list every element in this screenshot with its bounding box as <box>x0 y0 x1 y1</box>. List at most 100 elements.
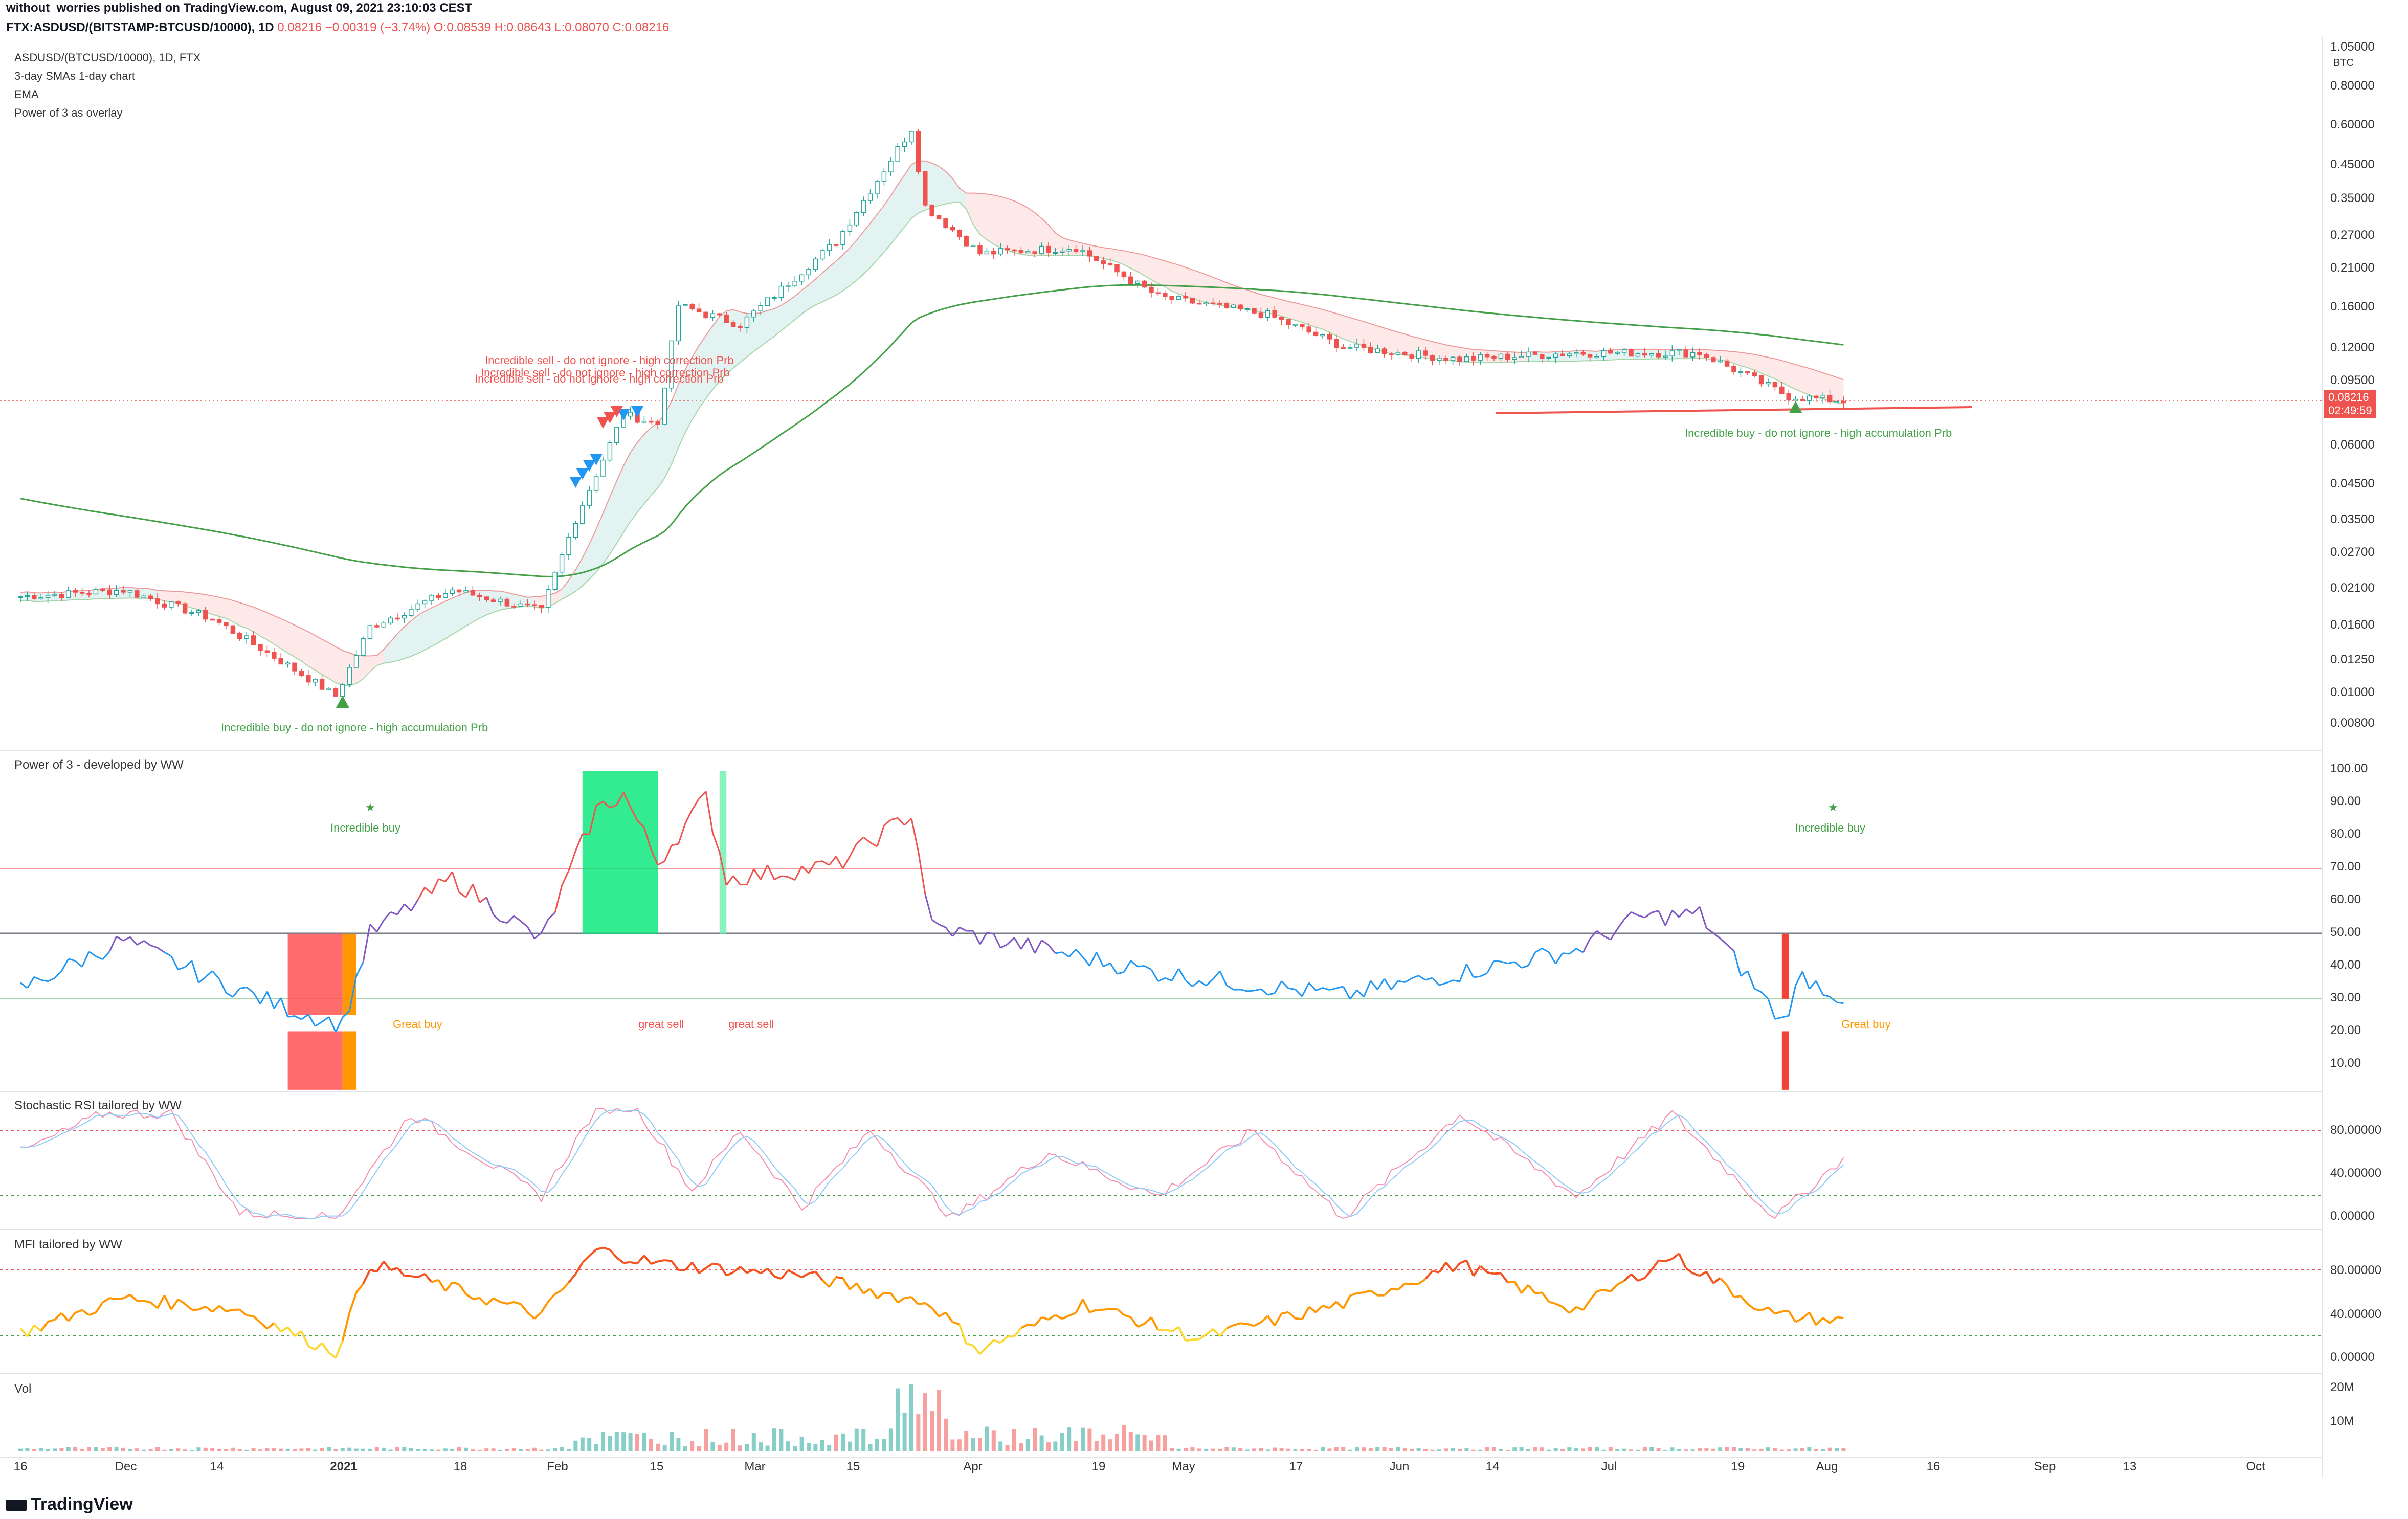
power3-segment <box>88 951 97 957</box>
candle-body <box>1046 245 1051 253</box>
volume-bar <box>888 1428 893 1451</box>
ribbon-segment <box>733 309 740 368</box>
mfi-segment <box>993 1339 1001 1344</box>
power3-segment <box>328 1016 337 1033</box>
volume-bars <box>18 1384 1846 1451</box>
ribbon-segment <box>1775 359 1782 383</box>
candle <box>1176 295 1181 300</box>
power3-segment <box>520 920 528 928</box>
ribbon-segment <box>1789 362 1796 389</box>
candle-body <box>641 420 647 423</box>
candle <box>758 301 763 316</box>
volume-bar <box>464 1447 468 1451</box>
power3-segment <box>1075 949 1084 958</box>
tradingview-logo[interactable]: TradingView <box>6 1494 133 1514</box>
candle-body <box>902 141 907 147</box>
ribbon-segment <box>260 610 267 640</box>
candle-body <box>1594 356 1599 359</box>
ribbon-segment <box>384 641 391 663</box>
mfi-segment <box>931 1307 940 1317</box>
mfi-segment <box>1103 1308 1110 1311</box>
power3-segment <box>102 951 110 960</box>
power3-segment <box>1822 994 1830 998</box>
volume-bar <box>608 1436 612 1451</box>
mfi-segment <box>1747 1303 1755 1310</box>
power3-segment <box>1404 977 1412 983</box>
candle <box>224 622 229 630</box>
ribbon-segment <box>610 481 617 554</box>
mfi-segment <box>603 1246 610 1251</box>
candle <box>155 593 160 609</box>
candle <box>1758 374 1764 387</box>
volume-bar <box>670 1432 674 1451</box>
power3-segment <box>1466 964 1475 978</box>
candle <box>970 244 976 247</box>
volume-bar <box>1526 1449 1530 1451</box>
candle-body <box>964 236 969 247</box>
candle-body <box>1402 352 1408 355</box>
power3-segment <box>636 819 645 828</box>
candle <box>641 416 647 424</box>
support-line[interactable] <box>1496 406 1972 414</box>
volume-bar <box>553 1448 558 1451</box>
ribbon-segment <box>946 171 953 204</box>
candle-body <box>1758 375 1764 385</box>
volume-bar <box>1286 1448 1290 1451</box>
mfi-segment <box>952 1321 960 1326</box>
candle <box>655 419 660 430</box>
candle <box>532 600 537 610</box>
power3-segment <box>259 991 268 1004</box>
power3-segment <box>616 792 625 806</box>
power3-segment <box>725 875 734 886</box>
candle-body <box>340 684 345 697</box>
candle <box>1649 352 1654 358</box>
ribbon-segment <box>672 384 679 464</box>
volume-bar <box>237 1449 242 1451</box>
candle-body <box>861 200 866 213</box>
candle <box>765 297 770 306</box>
time-axis[interactable]: 16 Dec 14 2021 18 Feb 15 Mar 15 Apr 19 M… <box>0 1460 2322 1478</box>
power3-segment <box>1274 980 1282 994</box>
candle-body <box>1087 250 1092 257</box>
candle-body <box>1018 250 1024 254</box>
candle-body <box>18 596 23 598</box>
ribbon-segment <box>651 422 658 496</box>
mfi-segment <box>1047 1314 1056 1321</box>
candle <box>107 585 112 599</box>
volume-bar <box>1012 1429 1016 1451</box>
candle <box>662 387 667 426</box>
candle-body <box>463 590 469 593</box>
volume-bar <box>39 1448 43 1451</box>
candle-body <box>1203 302 1209 305</box>
candle-body <box>1053 252 1058 254</box>
candle-body <box>916 131 921 172</box>
candle-body <box>52 594 57 596</box>
stoch-d-line <box>20 1109 1844 1219</box>
ribbon-segment <box>1350 318 1357 344</box>
candle <box>1697 348 1702 361</box>
power3-segment <box>904 818 912 826</box>
candle-body <box>1252 308 1257 314</box>
mfi-segment <box>1370 1289 1378 1297</box>
power3-segment <box>869 842 878 847</box>
candle <box>1306 323 1311 335</box>
ribbon-segment <box>1233 285 1241 308</box>
candle-body <box>121 590 126 593</box>
candle-body <box>169 601 174 608</box>
power3-segment <box>711 832 721 853</box>
power3-segment <box>1398 980 1406 984</box>
ribbon-segment <box>877 205 884 260</box>
mfi-segment <box>424 1273 433 1283</box>
volume-bar <box>73 1447 78 1451</box>
candle-body <box>1491 356 1497 359</box>
volume-bar <box>738 1445 742 1451</box>
volume-bar <box>1321 1447 1325 1451</box>
volume-bar <box>1238 1448 1243 1451</box>
candle <box>957 229 962 241</box>
mfi-segment <box>1013 1327 1022 1337</box>
mfi-segment <box>958 1324 968 1344</box>
volume-bar <box>1307 1448 1311 1451</box>
mfi-segment <box>1637 1277 1645 1282</box>
power3-segment <box>472 884 481 903</box>
